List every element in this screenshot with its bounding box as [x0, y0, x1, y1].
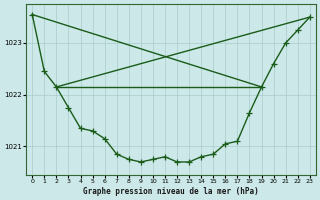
X-axis label: Graphe pression niveau de la mer (hPa): Graphe pression niveau de la mer (hPa) — [83, 187, 259, 196]
